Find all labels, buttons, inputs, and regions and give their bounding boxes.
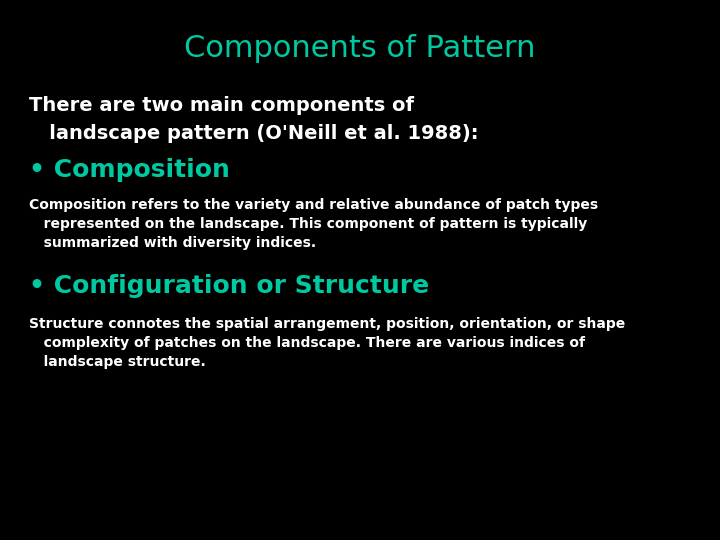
Text: • Configuration or Structure: • Configuration or Structure <box>29 274 429 298</box>
Text: represented on the landscape. This component of pattern is typically: represented on the landscape. This compo… <box>29 217 587 231</box>
Text: summarized with diversity indices.: summarized with diversity indices. <box>29 236 316 250</box>
Text: landscape structure.: landscape structure. <box>29 355 205 369</box>
Text: There are two main components of: There are two main components of <box>29 96 414 115</box>
Text: Composition refers to the variety and relative abundance of patch types: Composition refers to the variety and re… <box>29 198 598 212</box>
Text: Components of Pattern: Components of Pattern <box>184 34 536 63</box>
Text: complexity of patches on the landscape. There are various indices of: complexity of patches on the landscape. … <box>29 336 585 350</box>
Text: landscape pattern (O'Neill et al. 1988):: landscape pattern (O'Neill et al. 1988): <box>29 124 478 144</box>
Text: Structure connotes the spatial arrangement, position, orientation, or shape: Structure connotes the spatial arrangeme… <box>29 317 625 331</box>
Text: • Composition: • Composition <box>29 158 230 182</box>
